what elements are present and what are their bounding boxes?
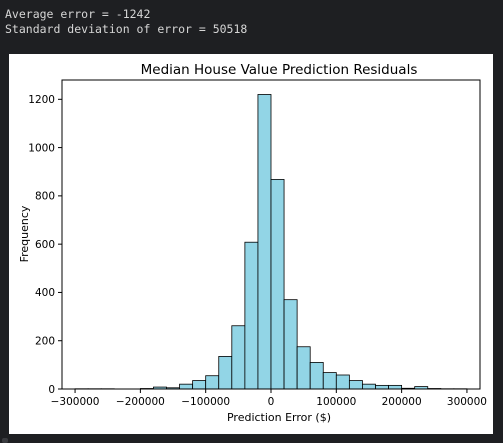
histogram-bar	[322, 372, 337, 390]
y-tick-label: 800	[35, 191, 55, 203]
histogram-bar	[179, 383, 194, 390]
y-tick-label: 1200	[28, 94, 55, 106]
histogram-bar	[375, 384, 389, 390]
y-axis-label: Frequency	[18, 205, 31, 262]
stdout-text: Average error = -1242 Standard deviation …	[5, 7, 247, 37]
histogram-bars	[74, 94, 468, 390]
histogram-bar	[283, 299, 298, 390]
histogram-bar	[296, 346, 311, 390]
stdout-line-std-error: Standard deviation of error = 50518	[5, 22, 248, 36]
histogram-bar	[218, 356, 233, 390]
x-tick-label: 0	[268, 396, 275, 408]
histogram-bar	[192, 380, 207, 390]
x-tick-label: −200000	[116, 396, 165, 408]
histogram-bar	[270, 179, 285, 390]
chart-title: Median House Value Prediction Residuals	[141, 62, 418, 78]
x-tick-label: −300000	[51, 396, 100, 408]
y-tick-label: 1000	[28, 142, 55, 154]
histogram-bar	[362, 383, 376, 390]
histogram-bar	[244, 241, 259, 390]
x-tick-label: 300000	[447, 396, 487, 408]
x-tick-label: −100000	[181, 396, 230, 408]
x-ticks: −300000 −200000 −100000 0 100000 200000 300000	[51, 389, 487, 408]
scrollbar-thumb[interactable]	[2, 438, 8, 443]
y-tick-label: 400	[35, 287, 55, 299]
histogram-bar	[388, 384, 403, 390]
y-tick-label: 600	[35, 239, 55, 251]
histogram-bar	[257, 94, 272, 390]
histogram-bar	[309, 362, 324, 390]
y-ticks: 0 200 400 600 800 1000 1200	[28, 94, 62, 396]
x-tick-label: 200000	[382, 396, 422, 408]
y-tick-label: 200	[35, 336, 55, 348]
x-axis-label: Prediction Error ($)	[227, 411, 331, 424]
histogram-bar	[348, 380, 363, 390]
stdout-line-average-error: Average error = -1242	[5, 7, 151, 21]
x-tick-label: 100000	[316, 396, 356, 408]
histogram-bar	[335, 374, 350, 390]
histogram-bar	[231, 325, 246, 390]
plot-image: −300000 −200000 −100000 0 100000 200000 300000…	[9, 54, 493, 434]
y-tick-label: 0	[48, 384, 55, 396]
horizontal-scrollbar[interactable]	[0, 436, 503, 443]
histogram-bar	[205, 375, 220, 390]
residuals-histogram: −300000 −200000 −100000 0 100000 200000 300000…	[18, 62, 487, 424]
